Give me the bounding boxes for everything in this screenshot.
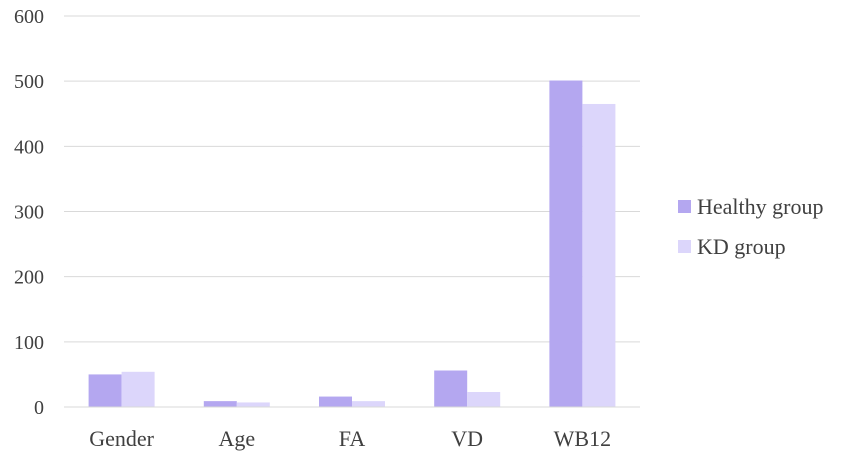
bar-healthy-age <box>203 401 237 407</box>
x-category-label: WB12 <box>554 426 611 451</box>
bar-kd-gender <box>121 371 155 407</box>
y-tick-label: 500 <box>14 71 44 93</box>
bar-healthy-wb12 <box>549 80 583 407</box>
x-category-label: FA <box>339 426 366 451</box>
bar-healthy-fa <box>319 396 352 407</box>
bar-kd-fa <box>352 401 385 407</box>
legend: Healthy group KD group <box>678 194 823 259</box>
legend-swatch <box>678 240 691 253</box>
bar-healthy-vd <box>434 370 468 407</box>
x-category-label: Gender <box>89 426 154 451</box>
y-tick-label: 400 <box>14 136 44 158</box>
x-category-label: VD <box>451 426 483 451</box>
bar-kd-age <box>236 402 270 407</box>
legend-label: KD group <box>697 234 786 259</box>
y-axis-ticks: 0 100 200 300 400 500 600 <box>14 6 44 419</box>
y-tick-label: 0 <box>34 397 44 419</box>
y-tick-label: 100 <box>14 332 44 354</box>
x-axis-categories: Gender Age FA VD WB12 <box>89 426 611 451</box>
x-category-label: Age <box>218 426 255 451</box>
legend-label: Healthy group <box>697 194 823 219</box>
y-tick-label: 300 <box>14 202 44 224</box>
bar-healthy-gender <box>88 374 122 407</box>
bar-kd-vd <box>467 392 501 407</box>
y-tick-label: 600 <box>14 6 44 28</box>
legend-swatch <box>678 200 691 213</box>
bars <box>88 80 616 407</box>
bar-kd-wb12 <box>582 103 616 407</box>
y-tick-label: 200 <box>14 267 44 289</box>
gridlines <box>64 15 640 343</box>
